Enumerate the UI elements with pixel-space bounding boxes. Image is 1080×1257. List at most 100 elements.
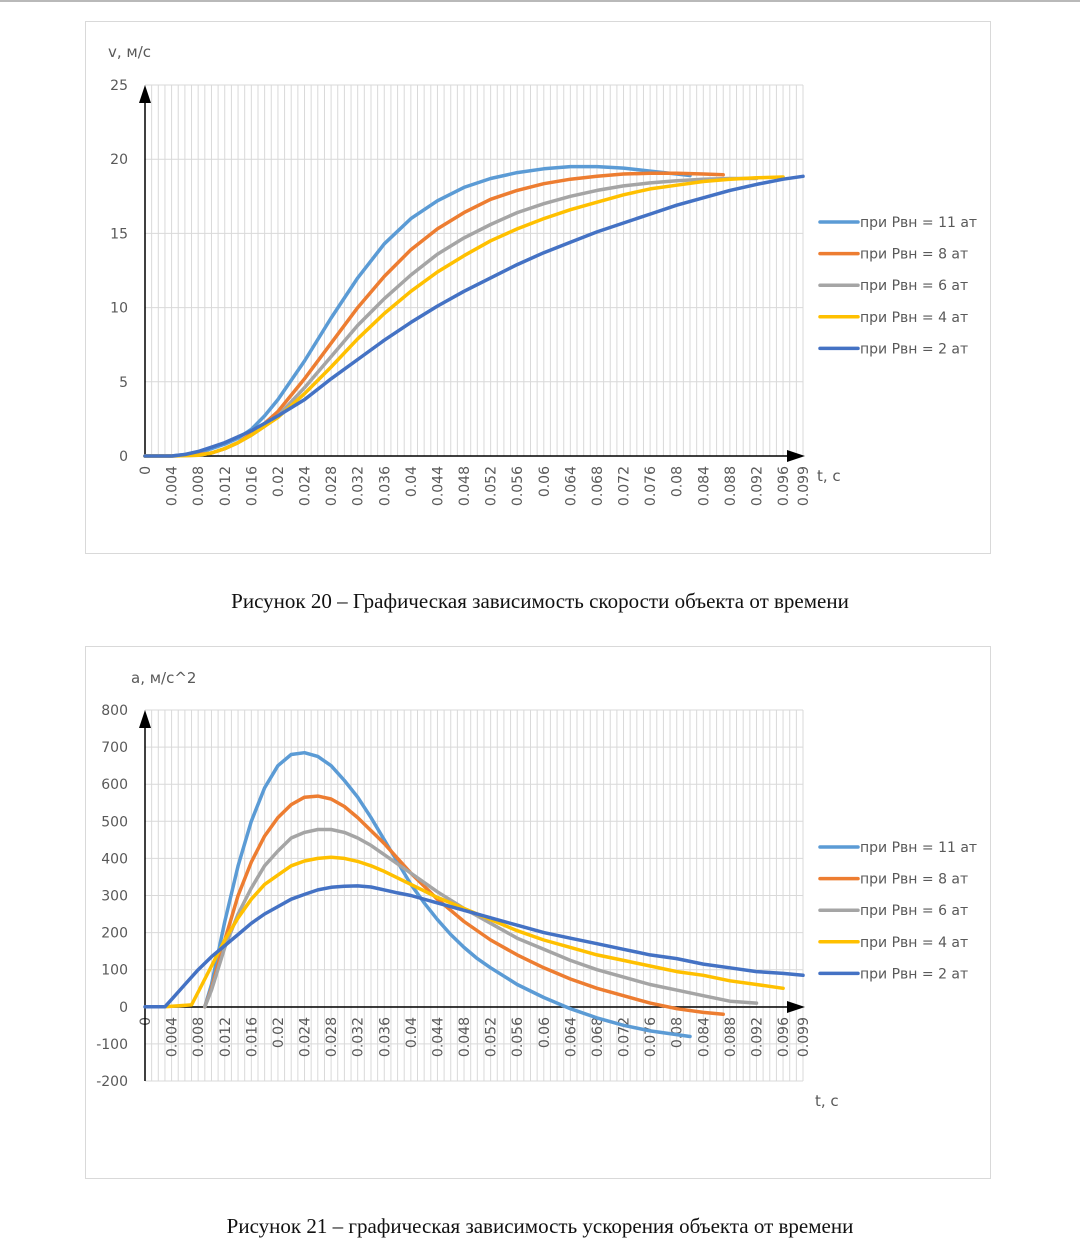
- axes: [139, 85, 805, 462]
- y-tick-labels: 0 5 10 15 20 25: [110, 78, 128, 465]
- x-tick-label: 0.06: [537, 466, 553, 497]
- legend-label: при Рвн = 8 ат: [860, 872, 968, 888]
- x-tick-label: 0.084: [696, 1017, 712, 1057]
- x-tick-label: 0.076: [643, 466, 659, 506]
- legend-label: при Рвн = 4 ат: [860, 935, 968, 951]
- legend-item: при Рвн = 6 ат: [818, 278, 968, 294]
- legend-item: при Рвн = 11 ат: [818, 840, 977, 856]
- y-tick-label: 500: [101, 814, 128, 830]
- legend: при Рвн = 11 ат при Рвн = 8 ат при Рвн = 6…: [818, 840, 977, 982]
- legend-label: при Рвн = 6 ат: [860, 903, 968, 919]
- legend-item: при Рвн = 4 ат: [818, 935, 968, 951]
- series-line: [143, 884, 805, 1009]
- legend-item: при Рвн = 6 ат: [818, 903, 968, 919]
- x-axis-label: t, c: [815, 1092, 839, 1110]
- gridlines: [144, 84, 804, 457]
- legend-item: при Рвн = 8 ат: [818, 872, 968, 888]
- x-axis-arrow-icon: [787, 450, 805, 462]
- legend: при Рвн = 11 ат при Рвн = 8 ат при Рвн = 6…: [818, 215, 977, 357]
- gridlines: [144, 709, 804, 1082]
- legend-label: при Рвн = 2 ат: [860, 341, 968, 357]
- y-tick-label: 15: [110, 226, 128, 242]
- x-tick-label: 0.008: [191, 1017, 207, 1057]
- x-tick-label: 0.068: [590, 1017, 606, 1057]
- x-tick-label: 0.088: [723, 466, 739, 506]
- x-tick-labels: 0 0.004 0.008 0.012 0.016 0.02 0.024 0.028 0.032…: [138, 1017, 812, 1057]
- figure-21-caption: Рисунок 21 – графическая зависимость уск…: [226, 1214, 854, 1238]
- legend-item: при Рвн = 2 ат: [818, 966, 968, 982]
- x-tick-label: 0.004: [165, 1017, 181, 1057]
- series-lines: [143, 164, 805, 458]
- x-tick-label: 0.024: [298, 1017, 314, 1057]
- series-line: [203, 794, 725, 1016]
- x-tick-label: 0.056: [510, 1017, 526, 1057]
- x-tick-label: 0.096: [776, 466, 792, 506]
- y-tick-label: 0: [119, 449, 128, 465]
- x-tick-label: 0.092: [749, 1017, 765, 1057]
- legend-label: при Рвн = 8 ат: [860, 247, 968, 263]
- y-axis-arrow-icon: [139, 710, 151, 728]
- legend-label: при Рвн = 2 ат: [860, 966, 968, 982]
- y-axis-arrow-icon: [139, 85, 151, 103]
- x-tick-label: 0.099: [796, 1017, 812, 1057]
- y-tick-labels: -200 -100 0 100 200 300 400 500 600 700 800: [96, 703, 128, 1090]
- x-tick-label: 0.036: [377, 466, 393, 506]
- velocity-chart: 0 5 10 15 20 25 0 0.004 0.008 0.012 0.016 0.02 0.024…: [108, 43, 977, 506]
- series-line: [163, 855, 785, 1009]
- x-tick-labels: 0 0.004 0.008 0.012 0.016 0.02 0.024 0.028 0.032…: [138, 466, 812, 506]
- x-tick-label: 0.036: [377, 1017, 393, 1057]
- x-tick-label: 0.032: [351, 1017, 367, 1057]
- y-tick-label: 100: [101, 963, 128, 979]
- y-tick-label: 25: [110, 78, 128, 94]
- x-tick-label: 0.016: [244, 466, 260, 506]
- x-tick-label: 0: [138, 1017, 154, 1026]
- x-tick-label: 0.02: [271, 466, 287, 497]
- y-tick-label: 300: [101, 889, 128, 905]
- series-lines: [143, 750, 805, 1039]
- x-tick-label: 0.044: [430, 1017, 446, 1057]
- x-tick-label: 0.048: [457, 1017, 473, 1057]
- legend-label: при Рвн = 4 ат: [860, 310, 968, 326]
- x-tick-label: 0.096: [776, 1017, 792, 1057]
- x-tick-label: 0.076: [643, 1017, 659, 1057]
- y-tick-label: 200: [101, 926, 128, 942]
- x-tick-label: 0.056: [510, 466, 526, 506]
- legend-item: при Рвн = 11 ат: [818, 215, 977, 231]
- x-tick-label: 0.068: [590, 466, 606, 506]
- x-tick-label: 0.088: [723, 1017, 739, 1057]
- axes: [139, 710, 805, 1081]
- y-tick-label: 20: [110, 152, 128, 168]
- x-tick-label: 0.02: [271, 1017, 287, 1048]
- y-tick-label: 700: [101, 740, 128, 756]
- x-tick-label: 0.072: [617, 466, 633, 506]
- x-tick-label: 0.04: [404, 466, 420, 497]
- x-axis-arrow-icon: [787, 1001, 805, 1013]
- acceleration-chart-frame: [85, 646, 991, 1179]
- x-tick-label: 0.064: [563, 466, 579, 506]
- x-tick-label: 0.028: [324, 1017, 340, 1057]
- y-tick-label: -200: [96, 1074, 128, 1090]
- velocity-chart-frame: [85, 21, 991, 554]
- y-tick-label: 10: [110, 301, 128, 317]
- y-axis-label: a, м/с^2: [131, 669, 196, 687]
- y-tick-label: 600: [101, 777, 128, 793]
- x-tick-label: 0.048: [457, 466, 473, 506]
- x-tick-label: 0.052: [484, 1017, 500, 1057]
- x-tick-label: 0.044: [430, 466, 446, 506]
- series-line: [203, 827, 759, 1009]
- y-tick-label: 0: [119, 1000, 128, 1016]
- legend-label: при Рвн = 11 ат: [860, 840, 977, 856]
- x-tick-label: 0.012: [218, 466, 234, 506]
- y-tick-label: -100: [96, 1037, 128, 1053]
- y-tick-label: 5: [119, 375, 128, 391]
- x-tick-label: 0.012: [218, 1017, 234, 1057]
- legend-item: при Рвн = 4 ат: [818, 310, 968, 326]
- legend-label: при Рвн = 6 ат: [860, 278, 968, 294]
- figure-20-caption: Рисунок 20 – Графическая зависимость ско…: [231, 589, 849, 613]
- y-tick-label: 800: [101, 703, 128, 719]
- legend-label: при Рвн = 11 ат: [860, 215, 977, 231]
- x-tick-label: 0.064: [563, 1017, 579, 1057]
- x-axis-label: t, c: [817, 467, 841, 485]
- x-tick-label: 0.016: [244, 1017, 260, 1057]
- series-line: [143, 175, 785, 458]
